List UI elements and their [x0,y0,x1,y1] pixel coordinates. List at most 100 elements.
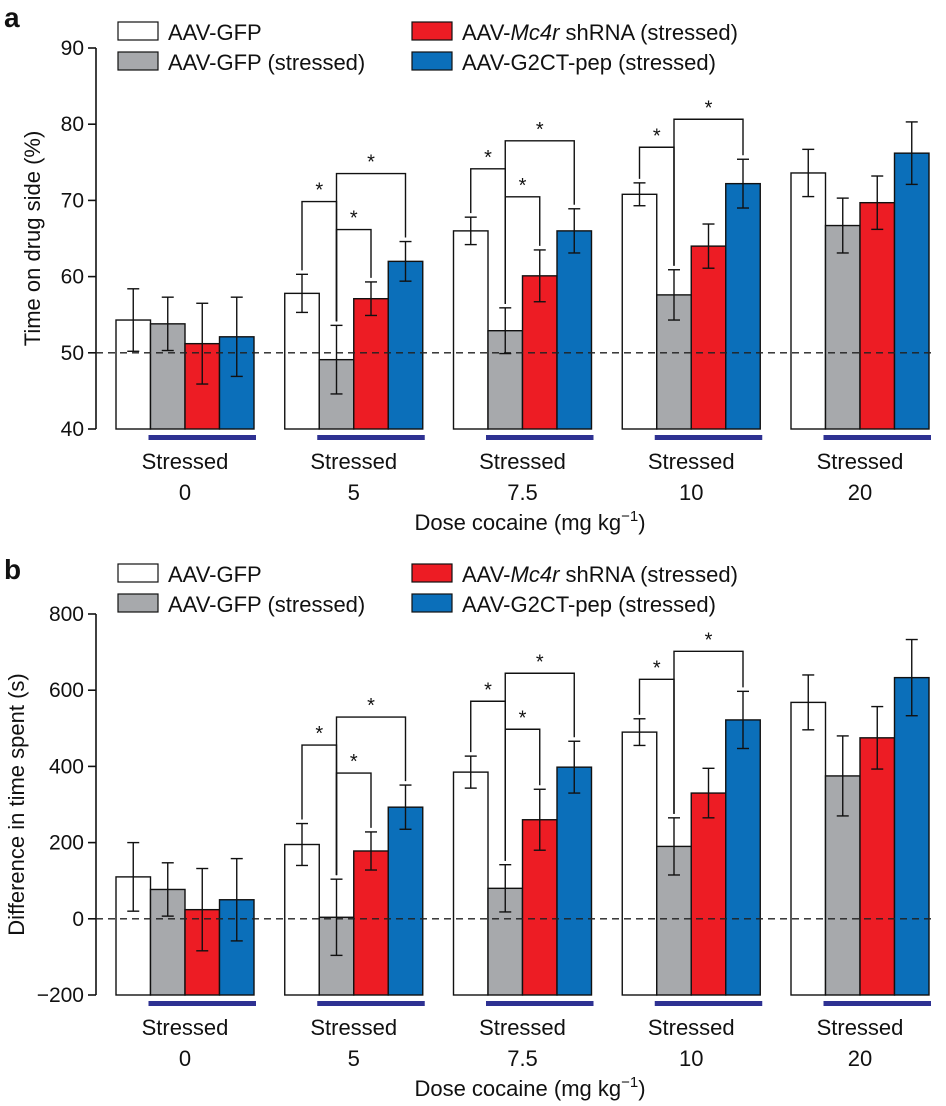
significance-star: * [367,152,375,174]
bar [353,850,389,996]
bar [387,806,424,996]
y-axis-title: Time on drug side (%) [20,131,45,347]
significance-star: * [519,707,527,729]
legend-label: AAV-G2CT-pep (stressed) [462,592,716,617]
stressed-bar [823,1001,931,1006]
legend-swatch [117,563,159,583]
legend-swatch [411,593,453,613]
x-category-label: 0 [179,480,191,505]
stressed-label: Stressed [310,449,397,474]
x-axis-title: Dose cocaine (mg kg−1) [414,1074,645,1101]
bar [725,719,761,996]
x-category-label: 0 [179,1046,191,1071]
legend-label: AAV-GFP (stressed) [168,592,365,617]
significance-star: * [484,679,492,701]
bar [790,701,827,996]
bar [690,245,727,430]
significance-star: * [315,723,323,745]
significance-star: * [653,657,661,679]
legend-label: AAV-GFP [168,20,262,45]
x-category-label: 5 [348,1046,360,1071]
x-category-label: 5 [348,480,360,505]
stressed-label: Stressed [817,449,904,474]
stressed-label: Stressed [648,1015,735,1040]
x-category-label: 10 [679,480,703,505]
legend-swatch [117,593,159,613]
legend-swatch [117,21,159,41]
stressed-label: Stressed [479,1015,566,1040]
stressed-bar [317,435,425,440]
significance-star: * [315,180,323,202]
x-category-label: 10 [679,1046,703,1071]
y-tick-label: −200 [37,984,84,1007]
bar [284,843,320,996]
legend-label: AAV-G2CT-pep (stressed) [462,50,716,75]
legend-label: AAV-Mc4r shRNA (stressed) [462,20,738,45]
panel-a: a AAV-GFP AAV-GFP (stressed) AAV-Mc4r shRN… [4,2,933,535]
stressed-label: Stressed [310,1015,397,1040]
stressed-bar [486,1001,594,1006]
bar [353,297,389,430]
significance-star: * [705,97,713,119]
bar [893,676,930,996]
legend-swatch [411,563,453,583]
stressed-bar [823,435,931,440]
y-tick-label: 50 [61,342,84,365]
significance-bracket [504,140,575,304]
legend-swatch [411,21,453,41]
stressed-label: Stressed [142,1015,229,1040]
stressed-bar [148,435,256,440]
significance-star: * [484,147,492,169]
significance-star: * [350,751,358,773]
y-tick-label: 70 [61,189,84,212]
y-axis-title: Difference in time spent (s) [4,673,29,935]
bar [556,766,593,996]
significance-star: * [367,695,375,717]
panel-b-letter: b [4,554,21,585]
y-tick-label: 40 [61,418,84,441]
significance-star: * [653,125,661,147]
bar [621,731,658,996]
y-tick-label: 0 [72,908,84,931]
stressed-bar [654,435,763,440]
stressed-bar [148,1001,256,1006]
legend-swatch [411,51,453,71]
significance-bracket [335,172,407,322]
stressed-bar [654,1001,763,1006]
bar [284,292,320,430]
significance-bracket [673,650,744,814]
significance-bracket [504,672,575,861]
stressed-label: Stressed [817,1015,904,1040]
y-tick-label: 90 [61,37,84,60]
bar [859,201,896,430]
y-tick-label: 800 [49,603,84,626]
y-tick-label: 80 [61,113,84,136]
legend-label: AAV-GFP [168,562,262,587]
x-category-label: 20 [848,1046,872,1071]
bar [725,182,761,430]
significance-star: * [350,208,358,230]
significance-star: * [536,119,544,141]
legend-swatch [117,51,159,71]
panel-a-letter: a [4,2,20,33]
significance-star: * [536,651,544,673]
significance-bracket [673,118,744,266]
panel-b: b AAV-GFP AAV-GFP (stressed) AAV-Mc4r shRN… [4,554,933,1101]
stressed-label: Stressed [479,449,566,474]
bar [387,260,424,430]
significance-star: * [705,629,713,651]
legend-label: AAV-GFP (stressed) [168,50,365,75]
bar [452,230,489,430]
bar [790,172,827,430]
stressed-bar [317,1001,425,1006]
stressed-label: Stressed [142,449,229,474]
significance-star: * [519,175,527,197]
legend-label: AAV-Mc4r shRNA (stressed) [462,562,738,587]
bar [893,152,930,430]
x-category-label: 7.5 [507,480,538,505]
bar [824,224,861,430]
bar [556,230,593,430]
y-tick-label: 600 [49,679,84,702]
bar [621,193,658,430]
bar [690,792,727,996]
